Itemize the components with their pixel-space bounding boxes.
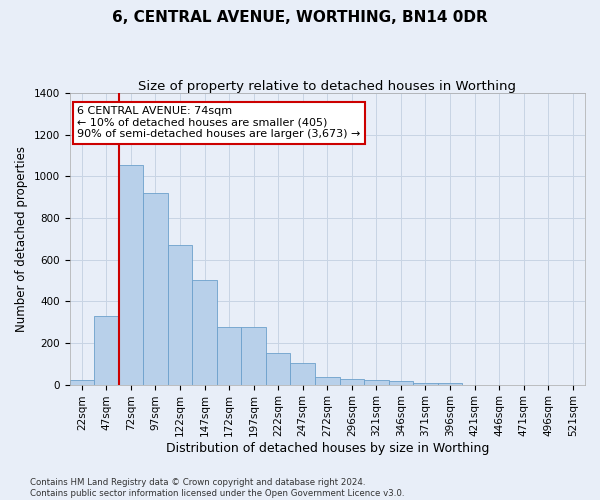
Y-axis label: Number of detached properties: Number of detached properties <box>15 146 28 332</box>
Bar <box>290 364 315 384</box>
Bar <box>70 380 94 384</box>
Bar <box>217 328 241 384</box>
Bar <box>143 193 168 384</box>
Text: 6 CENTRAL AVENUE: 74sqm
← 10% of detached houses are smaller (405)
90% of semi-d: 6 CENTRAL AVENUE: 74sqm ← 10% of detache… <box>77 106 361 140</box>
Bar <box>413 382 438 384</box>
Bar <box>389 381 413 384</box>
Bar <box>340 380 364 384</box>
Bar <box>94 316 119 384</box>
Bar <box>315 376 340 384</box>
Bar <box>192 280 217 384</box>
X-axis label: Distribution of detached houses by size in Worthing: Distribution of detached houses by size … <box>166 442 489 455</box>
Bar <box>241 328 266 384</box>
Bar <box>119 165 143 384</box>
Bar <box>266 353 290 384</box>
Bar <box>168 246 192 384</box>
Text: 6, CENTRAL AVENUE, WORTHING, BN14 0DR: 6, CENTRAL AVENUE, WORTHING, BN14 0DR <box>112 10 488 25</box>
Bar <box>438 382 462 384</box>
Title: Size of property relative to detached houses in Worthing: Size of property relative to detached ho… <box>138 80 516 93</box>
Bar <box>364 380 389 384</box>
Text: Contains HM Land Registry data © Crown copyright and database right 2024.
Contai: Contains HM Land Registry data © Crown c… <box>30 478 404 498</box>
